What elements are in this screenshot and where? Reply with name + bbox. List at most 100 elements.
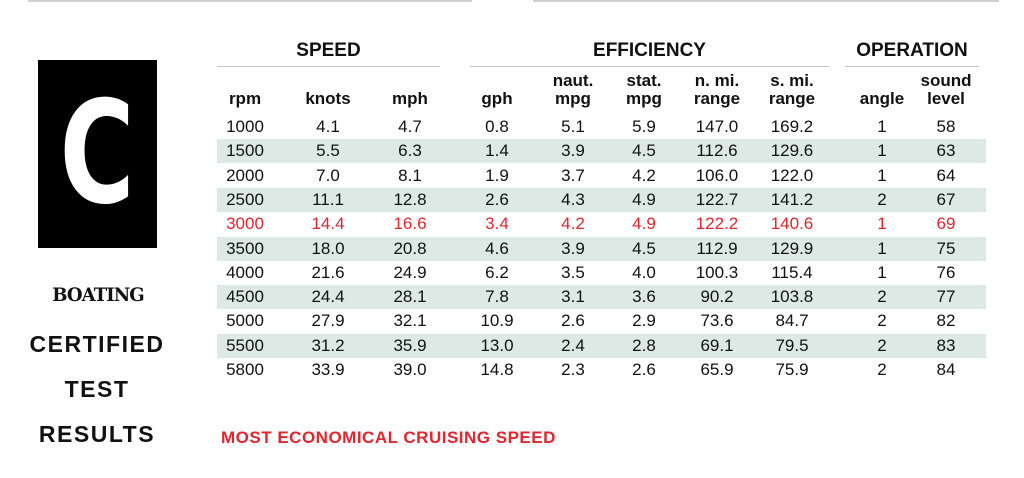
column-header-line2: range [768, 89, 816, 108]
table-cell: 4000 [226, 262, 264, 282]
table-row: 3500 18.0 20.8 4.6 3.9 4.5 112.9 129.9 1 75 [217, 236, 986, 261]
table-cell: 11.1 [312, 189, 344, 209]
table-row: 4000 21.6 24.9 6.2 3.5 4.0 100.3 115.4 1 76 [217, 261, 986, 285]
table-cell: 2 [877, 189, 887, 209]
table-cell: 4.3 [561, 189, 585, 209]
logo-letter: C [59, 71, 136, 236]
top-divider-right [533, 0, 999, 2]
column-header-line2: mph [392, 89, 428, 108]
column-header-line1: naut. [552, 71, 594, 90]
test-label: TEST [64, 376, 130, 402]
table-row: 4500 24.4 28.1 7.8 3.1 3.6 90.2 103.8 2 77 [217, 285, 986, 310]
table-cell: 1.4 [485, 141, 509, 161]
table-cell: 32.1 [393, 311, 427, 331]
table-cell: 5800 [226, 360, 264, 379]
certified-label: CERTIFIED [29, 331, 165, 357]
table-cell: 2.6 [632, 360, 656, 379]
table-cell: 4.5 [632, 141, 656, 161]
table-cell: 83 [936, 335, 956, 355]
table-cell: 3.9 [561, 141, 585, 161]
column-header: stat. mpg [616, 66, 672, 108]
table-cell: 3.5 [561, 262, 585, 282]
table-cell: 28.1 [393, 287, 427, 307]
table-cell: 1 [877, 141, 887, 161]
brand-wordmark: BOATING [52, 284, 144, 306]
table-cell: 4.2 [632, 165, 656, 185]
operation-group-header: OPERATION [845, 40, 979, 67]
table-cell: 13.0 [480, 335, 514, 355]
table-cell: 58 [936, 117, 956, 136]
table-cell: 122.0 [770, 165, 814, 185]
table-cell: 3.4 [485, 214, 509, 234]
table-cell: 2.9 [632, 311, 656, 331]
table-cell: 2 [877, 360, 887, 379]
table-cell: 5.9 [632, 117, 656, 136]
table-cell: 4.9 [632, 214, 656, 234]
table-cell: 147.0 [695, 117, 739, 136]
table-cell: 1.9 [485, 165, 509, 185]
column-header-line1: stat. [626, 71, 662, 90]
table-cell: 77 [936, 287, 956, 307]
table-row-highlighted: 3000 14.4 16.6 3.4 4.2 4.9 122.2 140.6 1 69 [217, 212, 986, 236]
table-cell: 3.9 [561, 238, 585, 258]
table-cell: 3500 [226, 238, 264, 258]
table-cell: 82 [936, 311, 956, 331]
table-cell: 0.8 [485, 117, 509, 136]
table-cell: 1 [877, 214, 887, 234]
table-row: 2500 11.1 12.8 2.6 4.3 4.9 122.7 141.2 2 67 [217, 187, 986, 212]
column-header-line2: level [927, 89, 965, 108]
table-cell: 2500 [226, 189, 264, 209]
table-cell: 63 [936, 141, 956, 161]
table-cell: 5500 [226, 335, 264, 355]
table-cell: 21.6 [311, 262, 345, 282]
table-cell: 73.6 [700, 311, 734, 331]
table-cell: 14.8 [480, 360, 514, 379]
table-cell: 103.8 [770, 287, 814, 307]
table-cell: 4500 [226, 287, 264, 307]
table-cell: 24.9 [393, 262, 427, 282]
column-header-line1: n. mi. [694, 71, 740, 90]
column-header-line2: rpm [228, 89, 262, 108]
table-cell: 2 [877, 311, 887, 331]
table-cell: 16.6 [393, 214, 427, 234]
table-cell: 1 [877, 262, 887, 282]
table-cell: 122.7 [695, 189, 739, 209]
table-cell: 2000 [226, 165, 264, 185]
table-cell: 20.8 [393, 238, 427, 258]
table-row: 1500 5.5 6.3 1.4 3.9 4.5 112.6 129.6 1 63 [217, 139, 986, 164]
table-cell: 169.2 [770, 117, 814, 136]
table-cell: 106.0 [695, 165, 739, 185]
table-cell: 12.8 [393, 189, 427, 209]
column-header-line2: mpg [555, 89, 591, 108]
table-cell: 2.6 [485, 189, 509, 209]
table-cell: 84 [936, 360, 956, 379]
table-cell: 64 [936, 165, 956, 185]
table-cell: 4.6 [485, 238, 509, 258]
column-header: s. mi. range [757, 66, 827, 108]
column-header-line2: range [693, 89, 741, 108]
table-cell: 5.1 [561, 117, 585, 136]
column-header: sound level [916, 66, 976, 108]
column-header-line1: sound [920, 71, 972, 90]
table-cell: 65.9 [700, 360, 734, 379]
table-cell: 2 [877, 335, 887, 355]
table-cell: 5000 [226, 311, 264, 331]
column-header-line2: gph [481, 89, 513, 108]
table-cell: 35.9 [393, 335, 427, 355]
table-cell: 31.2 [311, 335, 345, 355]
table-cell: 129.9 [770, 238, 814, 258]
table-cell: 112.6 [696, 141, 738, 161]
table-cell: 100.3 [695, 262, 739, 282]
table-cell: 18.0 [311, 238, 345, 258]
table-cell: 1 [877, 165, 887, 185]
column-header-line2: knots [305, 89, 351, 108]
table-cell: 129.6 [770, 141, 814, 161]
table-cell: 84.7 [775, 311, 809, 331]
table-cell: 10.9 [480, 311, 514, 331]
table-cell: 2.4 [561, 335, 585, 355]
table-row: 5800 33.9 39.0 14.8 2.3 2.6 65.9 75.9 2 84 [217, 358, 986, 382]
table-cell: 7.8 [485, 287, 509, 307]
table-row: 1000 4.1 4.7 0.8 5.1 5.9 147.0 169.2 1 58 [217, 115, 986, 139]
column-header-line1: s. mi. [770, 71, 814, 90]
table-cell: 14.4 [311, 214, 345, 234]
